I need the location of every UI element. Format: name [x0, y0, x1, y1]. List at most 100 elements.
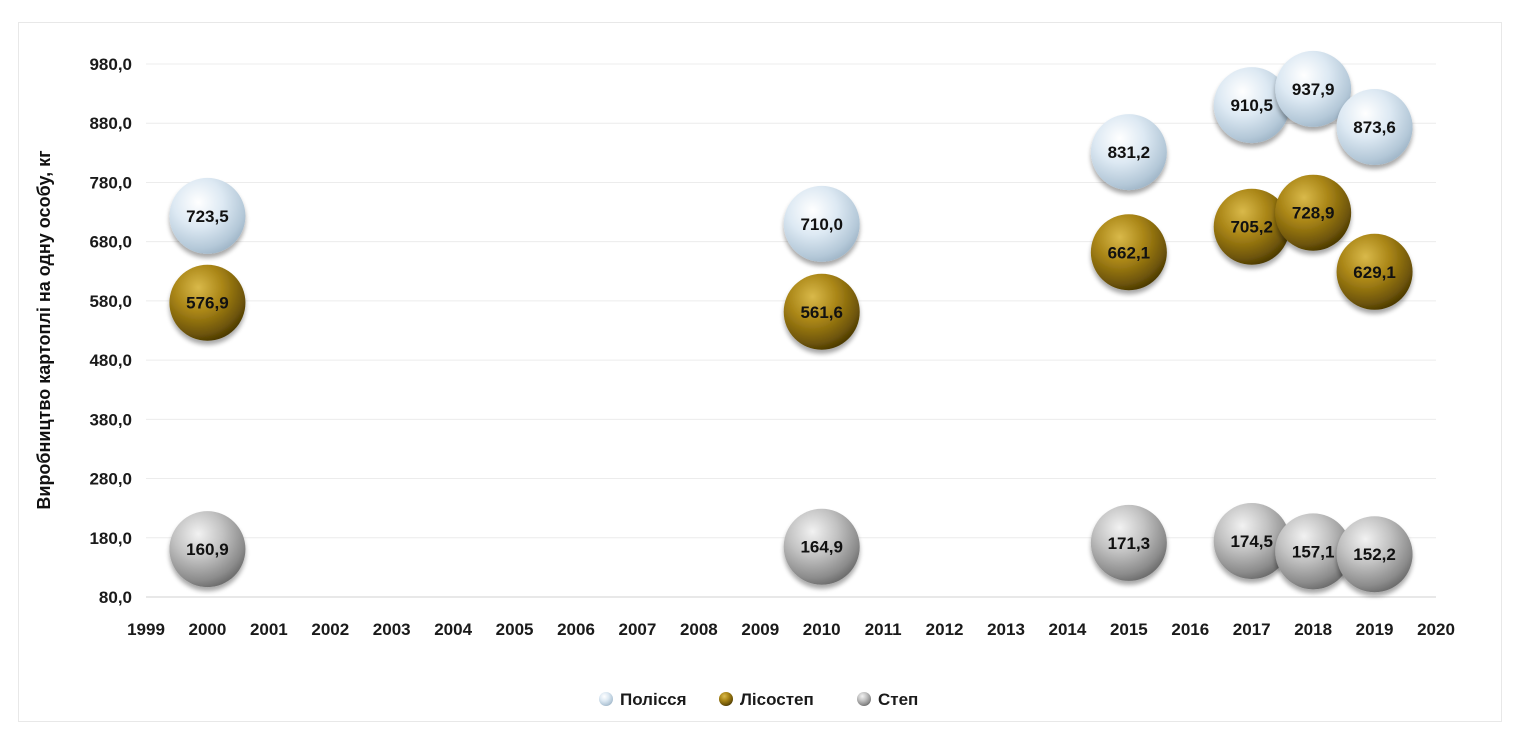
- x-tick-label: 2002: [311, 620, 349, 639]
- data-point-marker: [169, 264, 246, 341]
- legend: Полісся Лісостеп Степ: [599, 690, 918, 709]
- data-label: 728,9: [1292, 204, 1335, 223]
- x-tick-label: 2011: [865, 620, 902, 639]
- data-label: 157,1: [1292, 542, 1335, 561]
- data-point-marker: [1090, 114, 1167, 191]
- data-point: 728,9: [1275, 174, 1352, 251]
- legend-item: Степ: [857, 690, 918, 709]
- data-point: 723,5: [169, 177, 246, 254]
- data-label: 576,9: [186, 294, 229, 313]
- data-label: 937,9: [1292, 80, 1335, 99]
- data-point: 710,0: [783, 185, 860, 262]
- x-tick-label: 2005: [496, 620, 534, 639]
- y-tick-label: 180,0: [89, 529, 132, 548]
- legend-label: Полісся: [620, 690, 687, 709]
- y-tick-label: 480,0: [89, 351, 132, 370]
- data-point-marker: [1275, 513, 1352, 590]
- x-tick-label: 2004: [434, 620, 472, 639]
- data-point: 910,5: [1213, 67, 1290, 144]
- data-point-marker: [1336, 516, 1413, 593]
- data-point-marker: [1213, 188, 1290, 265]
- data-label: 723,5: [186, 207, 229, 226]
- legend-marker: [599, 692, 613, 706]
- x-tick-label: 2013: [987, 620, 1025, 639]
- data-label: 171,3: [1108, 534, 1151, 553]
- legend-item: Лісостеп: [719, 690, 814, 709]
- data-label: 710,0: [800, 215, 843, 234]
- data-label: 561,6: [800, 303, 843, 322]
- data-point-marker: [1275, 50, 1352, 127]
- data-point: 152,2: [1336, 516, 1413, 593]
- x-tick-label: 2006: [557, 620, 595, 639]
- data-point-marker: [1090, 504, 1167, 581]
- x-tick-label: 2010: [803, 620, 841, 639]
- data-point: 561,6: [783, 273, 860, 350]
- y-tick-label: 280,0: [89, 470, 132, 489]
- legend-item: Полісся: [599, 690, 687, 709]
- data-point: 157,1: [1275, 513, 1352, 590]
- y-tick-label: 980,0: [89, 55, 132, 74]
- data-point-marker: [783, 185, 860, 262]
- data-label: 910,5: [1230, 96, 1273, 115]
- data-point: 174,5: [1213, 503, 1290, 580]
- x-tick-label: 2008: [680, 620, 718, 639]
- x-tick-label: 2000: [189, 620, 227, 639]
- data-point-marker: [1213, 67, 1290, 144]
- data-label: 629,1: [1353, 263, 1396, 282]
- data-point-marker: [169, 177, 246, 254]
- legend-label: Степ: [878, 690, 918, 709]
- data-label: 152,2: [1353, 545, 1396, 564]
- data-point-marker: [783, 508, 860, 585]
- data-point-marker: [1213, 503, 1290, 580]
- legend-marker: [719, 692, 733, 706]
- data-point: 160,9: [169, 511, 246, 588]
- data-label: 164,9: [800, 538, 843, 557]
- data-point-marker: [783, 273, 860, 350]
- data-points: 723,5 710,0 831,2 910,5 937,9 873,6 576,9 561,6…: [169, 50, 1413, 593]
- data-point-marker: [1336, 89, 1413, 166]
- y-tick-label: 580,0: [89, 292, 132, 311]
- data-point: 171,3: [1090, 504, 1167, 581]
- x-tick-label: 2007: [619, 620, 657, 639]
- y-tick-label: 880,0: [89, 114, 132, 133]
- data-point: 873,6: [1336, 89, 1413, 166]
- y-tick-label: 680,0: [89, 233, 132, 252]
- data-label: 705,2: [1230, 218, 1273, 237]
- x-tick-label: 2014: [1049, 620, 1087, 639]
- y-tick-label: 780,0: [89, 173, 132, 192]
- x-tick-label: 2015: [1110, 620, 1148, 639]
- x-tick-label: 2012: [926, 620, 964, 639]
- data-label: 662,1: [1108, 243, 1151, 262]
- x-tick-label: 2020: [1417, 620, 1455, 639]
- data-point-marker: [1275, 174, 1352, 251]
- x-tick-label: 2019: [1356, 620, 1394, 639]
- x-tick-label: 2018: [1294, 620, 1332, 639]
- data-label: 160,9: [186, 540, 229, 559]
- legend-label: Лісостеп: [740, 690, 814, 709]
- data-point: 629,1: [1336, 233, 1413, 310]
- data-point-marker: [169, 511, 246, 588]
- x-tick-label: 2016: [1171, 620, 1209, 639]
- data-label: 831,2: [1108, 143, 1151, 162]
- legend-marker: [857, 692, 871, 706]
- data-point: 662,1: [1090, 214, 1167, 291]
- x-tick-label: 2003: [373, 620, 411, 639]
- data-point: 705,2: [1213, 188, 1290, 265]
- x-tick-label: 2017: [1233, 620, 1271, 639]
- data-point-marker: [1336, 233, 1413, 310]
- axes: 80,0 180,0 280,0 380,0 480,0 580,0 680,0 780,0 8…: [89, 55, 1454, 639]
- y-axis-title: Виробництво картоплі на одну особу, кг: [34, 150, 54, 510]
- data-point: 164,9: [783, 508, 860, 585]
- data-label: 873,6: [1353, 118, 1396, 137]
- data-point: 937,9: [1275, 50, 1352, 127]
- data-point: 831,2: [1090, 114, 1167, 191]
- x-tick-label: 2009: [741, 620, 779, 639]
- y-tick-label: 80,0: [99, 588, 132, 607]
- data-point: 576,9: [169, 264, 246, 341]
- data-point-marker: [1090, 214, 1167, 291]
- y-tick-label: 380,0: [89, 410, 132, 429]
- data-label: 174,5: [1230, 532, 1273, 551]
- x-tick-label: 2001: [250, 620, 288, 639]
- x-tick-label: 1999: [127, 620, 165, 639]
